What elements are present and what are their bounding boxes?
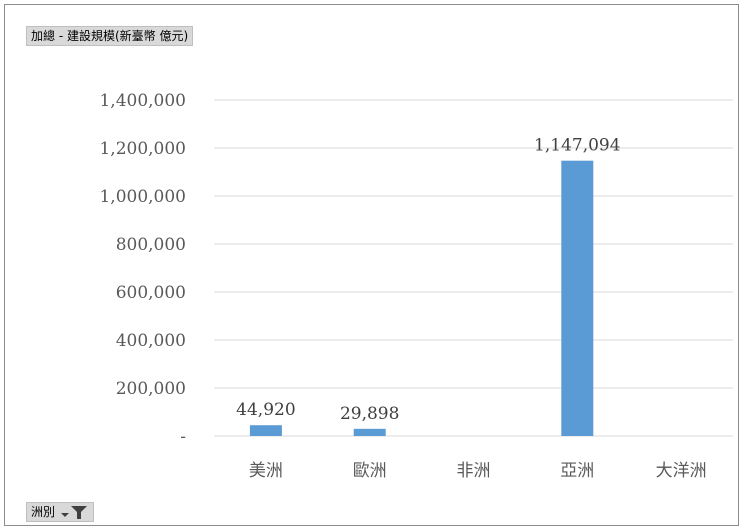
y-tick-label: 1,200,000 (99, 139, 186, 159)
axis-field-label: 洲別 (31, 505, 56, 519)
x-category-label: 美洲 (249, 461, 283, 481)
chart-frame (4, 4, 739, 526)
data-label: 1,147,094 (534, 136, 621, 156)
y-tick-label: 400,000 (116, 331, 186, 351)
x-category-label: 大洋洲 (656, 461, 707, 481)
y-tick-label: 600,000 (116, 283, 186, 303)
y-tick-label: - (180, 427, 186, 447)
axis-field-button[interactable]: 洲別 (26, 502, 95, 522)
data-label: 44,920 (236, 400, 295, 420)
data-label: 29,898 (340, 404, 399, 424)
bar[interactable] (561, 160, 594, 436)
bars (249, 160, 594, 436)
x-category-label: 亞洲 (560, 461, 594, 481)
bar[interactable] (249, 425, 282, 436)
bar[interactable] (353, 428, 386, 436)
y-tick-label: 800,000 (116, 235, 186, 255)
value-field-button[interactable]: 加總 - 建設規模(新臺幣 億元) (26, 26, 194, 46)
y-tick-label: 200,000 (116, 379, 186, 399)
y-tick-label: 1,400,000 (99, 91, 186, 111)
gridlines (214, 99, 733, 437)
filter-dropdown-icon[interactable] (59, 504, 89, 520)
x-category-label: 歐洲 (353, 461, 387, 481)
y-tick-label: 1,000,000 (99, 187, 186, 207)
y-axis-tick-labels: - 200,000 400,000 600,000 800,000 1,000,000 1,… (99, 91, 186, 447)
x-category-label: 非洲 (457, 461, 491, 481)
x-axis-category-labels: 美洲 歐洲 非洲 亞洲 大洋洲 (249, 461, 707, 481)
data-labels: 44,920 29,898 1,147,094 (236, 136, 620, 424)
